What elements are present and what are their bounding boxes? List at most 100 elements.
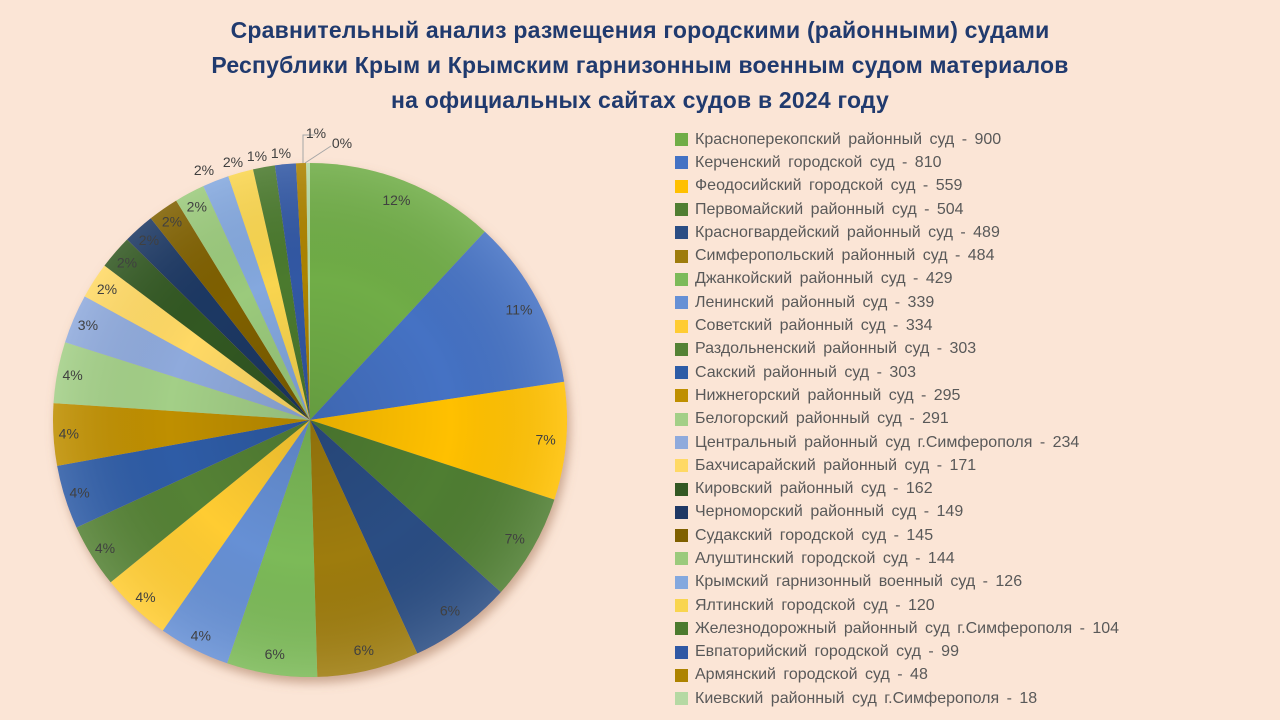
slice-percent-label-14: 3%: [78, 317, 98, 333]
leader-line: [302, 134, 315, 163]
legend-item-17: Черноморский районный суд - 149: [675, 501, 1119, 524]
label-leader-lines: [302, 134, 332, 164]
legend-label: Армянский городской суд - 48: [695, 666, 928, 684]
legend-item-7: Джанкойский районный суд - 429: [675, 268, 1119, 291]
legend-item-21: Ялтинский городской суд - 120: [675, 594, 1119, 617]
legend-item-11: Сакский районный суд - 303: [675, 361, 1119, 384]
leader-line: [304, 145, 332, 164]
legend-label: Крымский гарнизонный военный суд - 126: [695, 573, 1023, 591]
legend-swatch: [675, 342, 688, 356]
legend-item-1: Красноперекопский районный суд - 900: [675, 128, 1119, 151]
legend-label: Джанкойский районный суд - 429: [695, 270, 953, 288]
legend-swatch: [675, 296, 688, 310]
legend-label: Раздольненский районный суд - 303: [695, 340, 977, 358]
legend-label: Судакский городской суд - 145: [695, 526, 934, 544]
legend-label: Красноперекопский районный суд - 900: [695, 130, 1002, 148]
legend-swatch: [675, 575, 688, 589]
slice-percent-label-2: 11%: [506, 302, 533, 318]
slice-percent-label-7: 6%: [265, 646, 285, 662]
legend-swatch: [675, 692, 688, 706]
chart-title-line-1: Сравнительный анализ размещения городски…: [230, 17, 1050, 43]
slice-percent-label-5: 6%: [440, 603, 460, 619]
legend-label: Железнодорожный районный суд г.Симферопо…: [695, 619, 1120, 637]
chart-title-line-2: Республики Крым и Крымским гарнизонным в…: [211, 52, 1069, 78]
legend-swatch: [675, 436, 688, 449]
legend-item-6: Симферопольский районный суд - 484: [675, 244, 1119, 267]
legend-item-25: Киевский районный суд г.Симферополя - 18: [675, 687, 1119, 710]
legend-swatch: [675, 622, 688, 636]
legend-label: Киевский районный суд г.Симферополя - 18: [695, 689, 1038, 707]
legend-label: Ялтинский городской суд - 120: [695, 596, 935, 614]
slice-percent-label-21: 2%: [223, 154, 243, 170]
legend-label: Евпаторийский городской суд - 99: [695, 643, 959, 661]
legend-swatch: [675, 272, 688, 286]
slice-percent-label-20: 2%: [194, 162, 214, 178]
chart-title-line-3: на официальных сайтах судов в 2024 году: [391, 87, 889, 113]
legend-swatch: [675, 529, 688, 543]
legend-swatch: [675, 412, 688, 426]
legend-label: Ленинский районный суд - 339: [695, 293, 935, 311]
legend-swatch: [675, 226, 688, 240]
legend-swatch: [675, 668, 688, 682]
legend-item-13: Белогорский районный суд - 291: [675, 408, 1119, 431]
legend-swatch: [675, 133, 688, 147]
legend-label: Черноморский районный суд - 149: [695, 503, 964, 521]
slice-percent-label-3: 7%: [535, 432, 555, 448]
legend: Красноперекопский районный суд - 900 Керч…: [675, 128, 1119, 710]
legend-label: Кировский районный суд - 162: [695, 480, 933, 498]
slice-percent-label-10: 4%: [95, 540, 115, 556]
legend-item-8: Ленинский районный суд - 339: [675, 291, 1119, 314]
legend-swatch: [675, 179, 688, 193]
pie-chart: 12%11%7%7%6%6%6%4%4%4%4%4%4%3%2%2%2%2%2%…: [52, 125, 568, 678]
legend-label: Алуштинский городской суд - 144: [695, 549, 955, 567]
legend-item-24: Армянский городской суд - 48: [675, 664, 1119, 687]
legend-item-3: Феодосийский городской суд - 559: [675, 175, 1119, 198]
legend-item-5: Красногвардейский районный суд - 489: [675, 221, 1119, 244]
legend-item-20: Крымский гарнизонный военный суд - 126: [675, 571, 1119, 594]
legend-swatch: [675, 599, 688, 613]
legend-label: Центральный районный суд г.Симферополя -…: [695, 433, 1080, 451]
legend-label: Советский районный суд - 334: [695, 317, 933, 335]
legend-label: Сакский районный суд - 303: [695, 363, 917, 381]
slice-percent-label-9: 4%: [135, 589, 155, 605]
slice-percent-labels: 12%11%7%7%6%6%6%4%4%4%4%4%4%3%2%2%2%2%2%…: [59, 125, 556, 662]
legend-label: Красногвардейский районный суд - 489: [695, 223, 1000, 241]
legend-label: Белогорский районный суд - 291: [695, 410, 949, 428]
legend-swatch: [675, 482, 688, 496]
slice-percent-label-22: 1%: [247, 148, 267, 164]
slice-percent-label-4: 7%: [505, 530, 525, 546]
legend-swatch: [675, 156, 688, 170]
legend-label: Керченский городской суд - 810: [695, 153, 942, 171]
legend-item-22: Железнодорожный районный суд г.Симферопо…: [675, 617, 1119, 640]
slice-percent-label-15: 2%: [97, 281, 117, 297]
slice-percent-label-6: 6%: [354, 642, 374, 658]
legend-item-2: Керченский городской суд - 810: [675, 151, 1119, 174]
legend-swatch: [675, 203, 688, 217]
legend-label: Бахчисарайский районный суд - 171: [695, 456, 977, 474]
legend-item-14: Центральный районный суд г.Симферополя -…: [675, 431, 1119, 454]
legend-item-9: Советский районный суд - 334: [675, 314, 1119, 337]
legend-label: Феодосийский городской суд - 559: [695, 177, 963, 195]
slice-percent-label-19: 2%: [187, 199, 207, 215]
slice-percent-label-25: 0%: [332, 135, 352, 151]
legend-swatch: [675, 552, 688, 566]
legend-swatch: [675, 319, 688, 333]
legend-label: Первомайский районный суд - 504: [695, 200, 964, 218]
legend-item-18: Судакский городской суд - 145: [675, 524, 1119, 547]
slice-percent-label-23: 1%: [271, 145, 291, 161]
legend-item-10: Раздольненский районный суд - 303: [675, 338, 1119, 361]
legend-swatch: [675, 389, 688, 403]
legend-swatch: [675, 645, 688, 659]
slice-percent-label-8: 4%: [191, 628, 211, 644]
slice-percent-label-17: 2%: [139, 232, 159, 248]
slice-percent-label-16: 2%: [117, 254, 137, 270]
legend-label: Нижнегорский районный суд - 295: [695, 386, 961, 404]
slice-percent-label-11: 4%: [69, 485, 89, 501]
legend-swatch: [675, 459, 688, 473]
legend-item-19: Алуштинский городской суд - 144: [675, 547, 1119, 570]
slice-percent-label-24: 1%: [306, 125, 326, 141]
legend-swatch: [675, 505, 688, 519]
pie-sheen-overlay: [53, 163, 567, 677]
legend-item-15: Бахчисарайский районный суд - 171: [675, 454, 1119, 477]
